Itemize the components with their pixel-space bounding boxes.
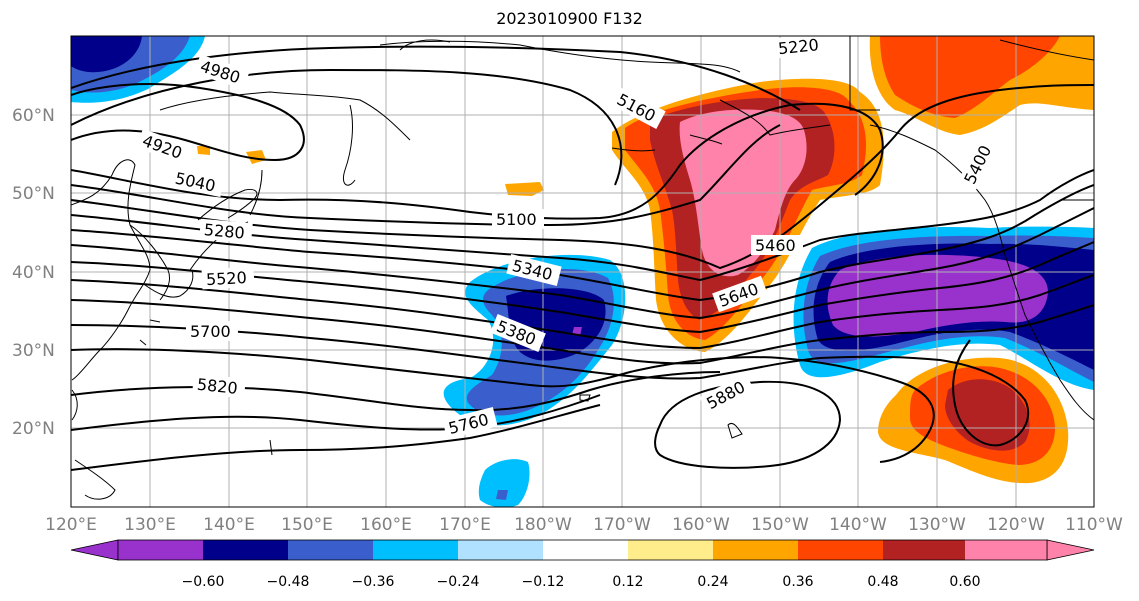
map-panel: 4980 4920 5040 5100 5160 5220 5280 5340 … [71, 35, 1094, 507]
lon-label: 140°E [203, 515, 255, 535]
lon-label: 130°E [124, 515, 176, 535]
colorbar-segment [118, 540, 203, 560]
lon-label: 110°W [1065, 515, 1123, 535]
contour-label: 5520 [206, 268, 248, 289]
lon-label: 170°E [439, 515, 491, 535]
lat-label: 30°N [12, 341, 55, 361]
colorbar-segment [965, 540, 1047, 560]
colorbar-extend-max [1046, 539, 1095, 561]
colorbar-segment [798, 540, 883, 560]
contour-label: 5460 [755, 236, 796, 255]
colorbar-tick-label: 0.48 [867, 574, 898, 590]
colorbar-segment [628, 540, 713, 560]
colorbar-segment [288, 540, 373, 560]
map-frame [70, 35, 1095, 508]
positive-anomaly-subtropics [197, 146, 1069, 484]
colorbar-ticks: −0.60 −0.48 −0.36 −0.24 −0.12 0.12 0.24 … [182, 574, 981, 590]
contour-label: 5280 [203, 220, 245, 242]
lat-label: 20°N [12, 419, 55, 439]
lon-label: 150°W [751, 515, 809, 535]
contour-label: 5100 [496, 210, 537, 229]
longitude-labels: 120°E 130°E 140°E 150°E 160°E 170°E 180°… [45, 515, 1123, 535]
lon-label: 160°E [360, 515, 412, 535]
colorbar-tick-label: −0.24 [437, 574, 480, 590]
gridlines [71, 36, 1094, 507]
lon-label: 180°W [514, 515, 572, 535]
colorbar-tick-label: −0.36 [352, 574, 395, 590]
contour-label: 5820 [196, 375, 238, 398]
colorbar-tick-label: −0.48 [267, 574, 310, 590]
lon-label: 160°W [672, 515, 730, 535]
latitude-labels: 60°N 50°N 40°N 30°N 20°N [12, 106, 55, 439]
colorbar-outline [117, 539, 1048, 561]
lon-label: 130°W [908, 515, 966, 535]
colorbar-tick-label: 0.12 [612, 574, 643, 590]
colorbar-tick-label: 0.36 [782, 574, 813, 590]
colorbar-tick-label: −0.60 [182, 574, 225, 590]
colorbar-segment [458, 540, 543, 560]
colorbar-tick-label: −0.12 [522, 574, 565, 590]
lon-label: 120°W [987, 515, 1045, 535]
height-contours [71, 45, 1094, 471]
colorbar-extend-min [70, 539, 119, 561]
lon-label: 140°W [829, 515, 887, 535]
colorbar-segment [543, 540, 628, 560]
colorbar-tick-label: 0.60 [949, 574, 980, 590]
colorbar-segment [883, 540, 965, 560]
colorbar-tick-label: 0.24 [697, 574, 728, 590]
lat-label: 40°N [12, 263, 55, 283]
contour-label: 5700 [190, 322, 231, 341]
lat-label: 60°N [12, 106, 55, 126]
lon-label: 120°E [45, 515, 97, 535]
lat-label: 50°N [12, 184, 55, 204]
colorbar-segment [713, 540, 798, 560]
map-title: 2023010900 F132 [496, 9, 643, 28]
colorbar-segment [373, 540, 458, 560]
contour-label: 5220 [777, 35, 819, 58]
lon-label: 150°E [281, 515, 333, 535]
lon-label: 170°W [593, 515, 651, 535]
colorbar: −0.60 −0.48 −0.36 −0.24 −0.12 0.12 0.24 … [70, 539, 1095, 590]
colorbar-segment [203, 540, 288, 560]
